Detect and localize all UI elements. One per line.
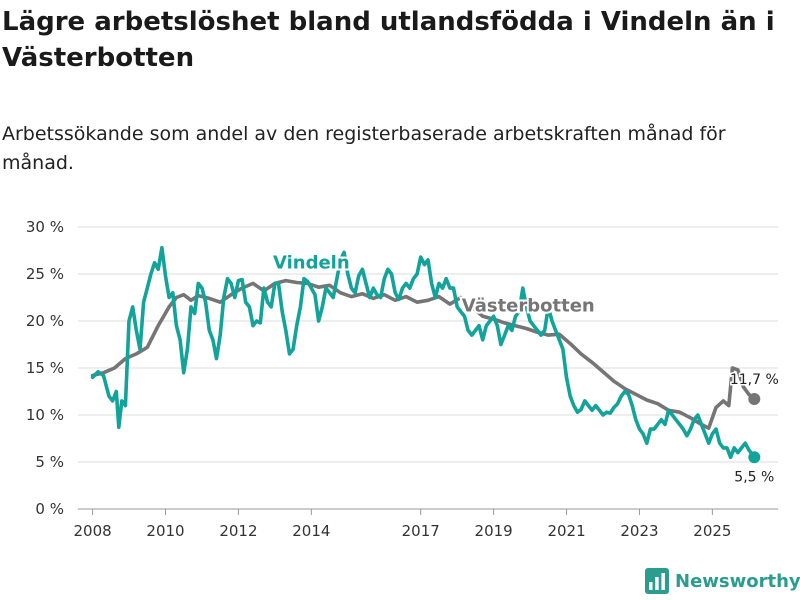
x-axis: 2008 2010 2012 2014 2017 2019 2021 2023 2025 xyxy=(73,509,731,540)
bar-chart-icon xyxy=(645,568,669,594)
y-axis: 0 % 5 % 10 % 15 % 20 % 25 % 30 % xyxy=(26,218,64,518)
x-tick-label: 2008 xyxy=(73,522,111,540)
x-tick-label: 2014 xyxy=(292,522,330,540)
end-point-vindeln xyxy=(748,451,761,464)
y-tick-label: 30 % xyxy=(26,218,64,236)
x-tick-label: 2012 xyxy=(219,522,257,540)
x-tick-label: 2021 xyxy=(547,522,585,540)
x-tick-label: 2023 xyxy=(620,522,658,540)
y-tick-label: 5 % xyxy=(35,453,64,471)
end-value-label: 5,5 % xyxy=(734,469,774,485)
series-lines xyxy=(90,245,757,460)
series-label: Västerbotten xyxy=(462,296,595,317)
y-tick-label: 25 % xyxy=(26,265,64,283)
y-tick-label: 20 % xyxy=(26,312,64,330)
x-tick-label: 2019 xyxy=(475,522,513,540)
end-markers xyxy=(748,393,761,464)
x-tick-label: 2010 xyxy=(146,522,184,540)
y-tick-label: 10 % xyxy=(26,406,64,424)
brand-logo: Newsworthy xyxy=(645,568,800,594)
end-point-vasterbotten xyxy=(748,393,761,406)
series-label: Vindeln xyxy=(273,252,350,273)
gridlines xyxy=(78,226,778,510)
y-tick-label: 15 % xyxy=(26,359,64,377)
end-value-label: 11,7 % xyxy=(730,372,779,388)
series-line-vindeln xyxy=(90,245,757,460)
page-title: Lägre arbetslöshet bland utlandsfödda i … xyxy=(2,7,775,73)
page-subtitle: Arbetssökande som andel av den registerb… xyxy=(2,123,726,174)
series-line-vasterbotten xyxy=(90,278,757,430)
chart-annotations: 11,7 % 5,5 % Vindeln Västerbotten xyxy=(271,250,780,486)
x-tick-label: 2025 xyxy=(693,522,731,540)
brand-name: Newsworthy xyxy=(675,570,800,592)
x-tick-label: 2017 xyxy=(402,522,440,540)
y-tick-label: 0 % xyxy=(35,500,64,518)
